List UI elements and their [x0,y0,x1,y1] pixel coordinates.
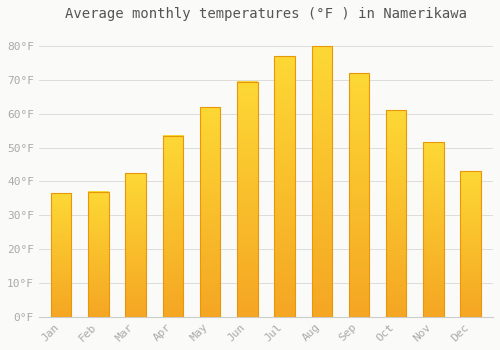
Bar [423,142,444,317]
Bar [386,110,406,317]
Bar [51,193,72,317]
Bar [312,46,332,317]
Bar [460,171,481,317]
Title: Average monthly temperatures (°F ) in Namerikawa: Average monthly temperatures (°F ) in Na… [65,7,467,21]
Bar [88,191,108,317]
Bar [126,173,146,317]
Bar [237,82,258,317]
Bar [349,73,370,317]
Bar [162,136,183,317]
Bar [274,56,295,317]
Bar [200,107,220,317]
